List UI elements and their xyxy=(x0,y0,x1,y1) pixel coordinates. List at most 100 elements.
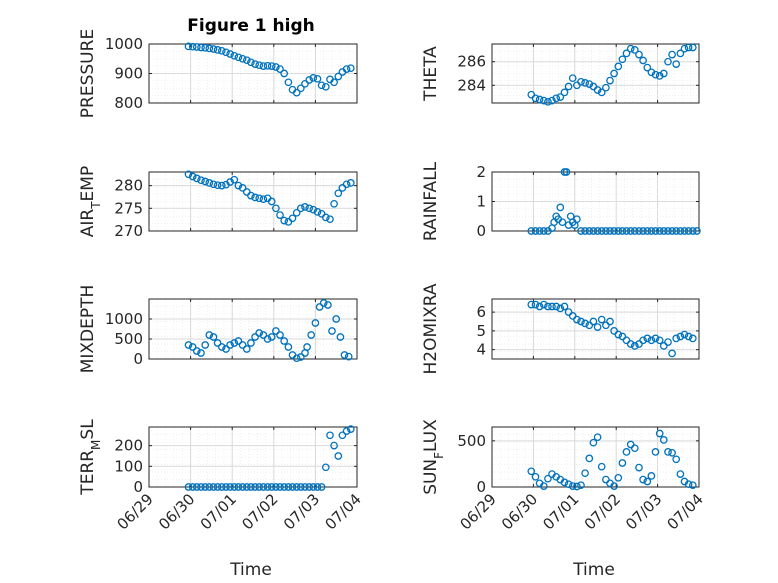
y-axis-label: MIXDEPTH xyxy=(78,285,98,374)
data-point xyxy=(255,329,264,337)
data-point xyxy=(288,214,297,223)
data-point xyxy=(655,429,664,438)
x-tick-label: 07/02 xyxy=(238,490,281,533)
data-point xyxy=(606,317,614,326)
data-point xyxy=(684,227,693,235)
data-point xyxy=(614,227,623,235)
data-point xyxy=(527,227,536,235)
data-point xyxy=(284,343,293,351)
data-point xyxy=(643,227,652,235)
data-point xyxy=(226,341,234,349)
data-point xyxy=(585,321,594,330)
data-point xyxy=(217,343,226,351)
data-point xyxy=(217,483,226,491)
data-point xyxy=(328,327,336,335)
data-point xyxy=(209,45,218,53)
data-point xyxy=(556,203,565,212)
series-markers xyxy=(184,170,355,226)
data-point xyxy=(597,88,606,97)
data-point xyxy=(201,177,210,186)
data-point xyxy=(197,43,205,52)
y-tick-label: 2 xyxy=(476,163,486,181)
data-point xyxy=(680,44,689,53)
data-point xyxy=(301,79,309,88)
data-point xyxy=(568,482,577,490)
data-point xyxy=(556,93,565,101)
data-point xyxy=(581,319,589,328)
data-point xyxy=(255,483,264,491)
data-point xyxy=(585,80,594,88)
data-point xyxy=(263,335,272,343)
data-point xyxy=(276,483,284,491)
data-point xyxy=(630,227,639,235)
data-point xyxy=(688,227,697,235)
data-point xyxy=(313,74,322,83)
x-axis-label-right: Time xyxy=(572,560,615,580)
data-point xyxy=(684,480,693,489)
data-point xyxy=(272,327,280,335)
y-axis-label: H2OMIXRA xyxy=(421,283,441,374)
data-point xyxy=(332,315,341,323)
data-point xyxy=(192,347,201,355)
data-point xyxy=(544,302,552,311)
data-point xyxy=(610,482,618,490)
x-tick-label: 06/30 xyxy=(155,490,198,533)
data-point xyxy=(589,317,598,326)
y-tick-label: 500 xyxy=(114,330,143,348)
data-point xyxy=(618,227,627,235)
data-point xyxy=(336,333,345,341)
x-tick-label: 07/04 xyxy=(664,490,707,533)
data-point xyxy=(643,334,652,343)
data-point xyxy=(242,483,251,491)
data-point xyxy=(593,433,602,442)
data-point xyxy=(296,353,305,361)
data-point xyxy=(184,483,193,491)
y-tick-label: 275 xyxy=(114,199,143,217)
data-point xyxy=(597,227,606,235)
data-point xyxy=(531,94,540,103)
axes-box xyxy=(148,171,358,232)
x-tick-label: 06/30 xyxy=(498,490,541,533)
data-point xyxy=(593,227,602,235)
y-tick-label: 4 xyxy=(476,341,486,359)
series-markers xyxy=(184,425,355,491)
data-point xyxy=(222,345,230,353)
data-point xyxy=(201,483,210,491)
data-point xyxy=(276,211,284,219)
data-point xyxy=(635,463,643,472)
data-point xyxy=(593,86,602,94)
data-point xyxy=(280,483,289,491)
data-point xyxy=(602,83,610,92)
data-point xyxy=(342,65,351,73)
data-point xyxy=(560,302,569,311)
data-point xyxy=(317,483,326,491)
data-point xyxy=(301,483,309,491)
data-point xyxy=(326,431,334,440)
x-tick-label: 06/29 xyxy=(457,490,500,533)
data-point xyxy=(234,53,243,62)
x-axis-label-left: Time xyxy=(229,560,272,580)
data-point xyxy=(693,227,701,235)
data-point xyxy=(668,227,676,235)
data-point xyxy=(560,88,569,97)
data-point xyxy=(639,56,647,65)
data-point xyxy=(346,425,355,433)
data-point xyxy=(205,483,214,491)
data-point xyxy=(247,58,255,67)
data-point xyxy=(585,227,594,235)
data-point xyxy=(188,483,197,491)
data-point xyxy=(622,49,631,58)
subplot-3: 270 275 280 AIRTEMP xyxy=(78,166,358,240)
data-point xyxy=(222,48,230,57)
data-point xyxy=(344,352,353,361)
data-point xyxy=(334,72,343,81)
data-point xyxy=(213,181,222,190)
data-point xyxy=(606,76,614,85)
subplot-6: 456 H2OMIXRA xyxy=(421,283,700,375)
data-point xyxy=(330,441,338,450)
data-point xyxy=(259,62,268,70)
data-point xyxy=(639,475,647,484)
data-point xyxy=(647,68,656,77)
data-point xyxy=(564,82,573,91)
